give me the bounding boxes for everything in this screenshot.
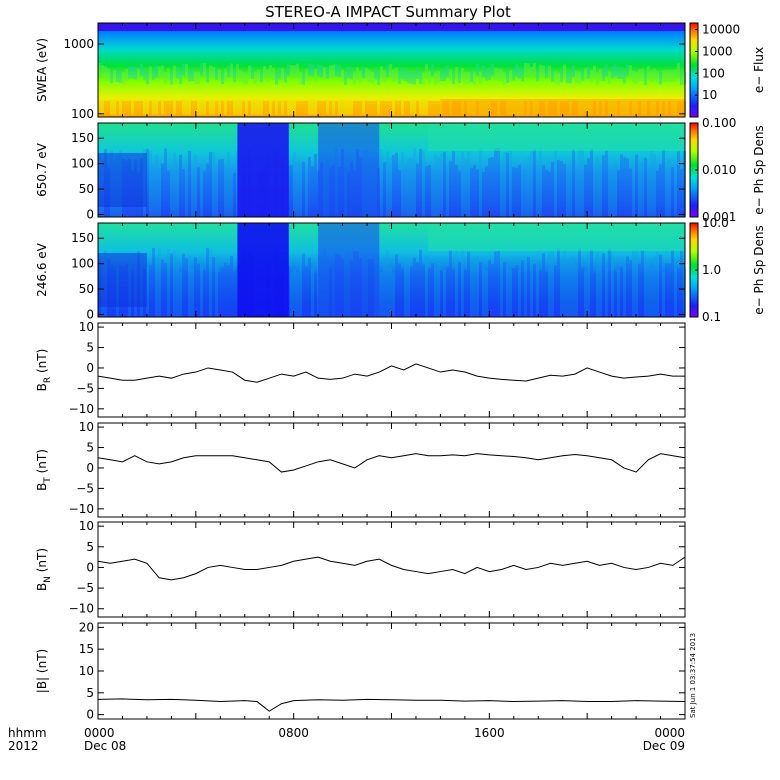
series-line-bmag bbox=[97, 698, 686, 712]
y-tick-label: 1000 bbox=[63, 37, 94, 51]
y-tick-label: 5 bbox=[86, 686, 94, 700]
colorbar-tick-label: 10.0 bbox=[702, 216, 729, 230]
y-tick-label: 5 bbox=[86, 441, 94, 455]
colorbar-tick-label: 0.001 bbox=[702, 210, 736, 224]
colorbar-tick-label: 1.0 bbox=[702, 263, 721, 277]
series-line-br bbox=[97, 363, 685, 383]
y-tick-label: 0 bbox=[86, 708, 94, 722]
low-density-band bbox=[237, 123, 289, 217]
series-line-bn bbox=[97, 556, 686, 581]
x-corner-label-1: hhmm bbox=[8, 726, 47, 740]
y-tick-label: 0 bbox=[86, 207, 94, 221]
y-tick-label: 5 bbox=[86, 341, 94, 355]
y-tick-label: 0 bbox=[86, 560, 94, 574]
y-axis-label: BN (nT) bbox=[35, 548, 53, 591]
y-tick-label: 10 bbox=[79, 519, 94, 533]
colorbar-swea bbox=[689, 22, 699, 118]
x-tick-label-time: 1600 bbox=[474, 726, 505, 740]
panel-br: −10 −5 0 5 10 BR (nT) bbox=[35, 320, 686, 418]
panel-pad650: 0.001 0.010 0.100 e− Ph Sp Dens 0 50 100 150 650… bbox=[35, 116, 766, 224]
y-tick-label: 10 bbox=[79, 320, 94, 334]
y-tick-label: 100 bbox=[71, 157, 94, 171]
colorbar-tick-label: 0.010 bbox=[702, 163, 736, 177]
y-tick-label: 100 bbox=[71, 257, 94, 271]
colorbar-label: e− Flux bbox=[752, 47, 766, 93]
y-tick-label: 150 bbox=[71, 131, 94, 145]
y-tick-label: −10 bbox=[69, 502, 94, 516]
y-axis-label: BT (nT) bbox=[35, 449, 53, 491]
colorbar-tick-label: 0.1 bbox=[702, 310, 721, 324]
colorbar-tick-label: 10 bbox=[702, 88, 717, 102]
colorbar-tick-label: 100 bbox=[702, 66, 725, 80]
x-corner-label-2: 2012 bbox=[8, 739, 39, 753]
colorbar-label: e− Ph Sp Dens bbox=[752, 125, 766, 214]
y-tick-label: −10 bbox=[69, 602, 94, 616]
x-tick-label-time: 0800 bbox=[278, 726, 309, 740]
x-tick-label-time: 0000 bbox=[84, 726, 115, 740]
y-tick-label: −10 bbox=[69, 402, 94, 416]
y-tick-label: 0 bbox=[86, 461, 94, 475]
panel-pad246: 0.1 1.0 10.0 e− Ph Sp Dens 0 50 100 150 246.6 eV bbox=[35, 216, 766, 324]
y-tick-label: 20 bbox=[79, 620, 94, 634]
y-tick-label: 0 bbox=[86, 361, 94, 375]
colorbar-tick-label: 1000 bbox=[702, 44, 733, 58]
colorbar-tick-label: 0.100 bbox=[702, 116, 736, 130]
y-tick-label: 5 bbox=[86, 540, 94, 554]
y-tick-label: −5 bbox=[76, 581, 94, 595]
y-tick-label: 50 bbox=[79, 182, 94, 196]
series-line-bt bbox=[97, 453, 686, 473]
y-tick-label: 100 bbox=[71, 107, 94, 121]
y-axis-label: 246.6 eV bbox=[35, 242, 49, 297]
y-axis-label: |B| (nT) bbox=[35, 649, 49, 693]
x-tick-label-date: Dec 08 bbox=[84, 739, 126, 753]
y-tick-label: 10 bbox=[79, 664, 94, 678]
y-tick-label: 150 bbox=[71, 231, 94, 245]
x-tick-label-time: 0000 bbox=[654, 726, 685, 740]
creation-timestamp: Sat Jun 1 03:37:54 2013 bbox=[689, 633, 697, 718]
plot-title: STEREO-A IMPACT Summary Plot bbox=[265, 3, 511, 21]
y-tick-label: 15 bbox=[79, 642, 94, 656]
colorbar-tick-label: 10000 bbox=[702, 23, 740, 37]
y-axis-label: 650.7 eV bbox=[35, 142, 49, 197]
spectrogram-texture bbox=[98, 223, 686, 317]
low-density-band bbox=[237, 223, 289, 317]
x-tick-label-date: Dec 09 bbox=[643, 739, 685, 753]
y-tick-label: 10 bbox=[79, 420, 94, 434]
y-tick-label: −5 bbox=[76, 481, 94, 495]
panel-bt: −10 −5 0 5 10 BT (nT) bbox=[35, 420, 686, 518]
y-axis-label: SWEA (eV) bbox=[35, 38, 49, 102]
colorbar-label: e− Ph Sp Dens bbox=[752, 225, 766, 314]
y-tick-label: 0 bbox=[86, 307, 94, 321]
y-tick-label: 50 bbox=[79, 282, 94, 296]
y-axis-label: BR (nT) bbox=[35, 349, 53, 392]
panel-bmag: 0 5 10 15 20 |B| (nT) bbox=[35, 620, 686, 722]
y-tick-label: −5 bbox=[76, 381, 94, 395]
panel-swea: 10 100 1000 10000 e− Flux 100 1000 SWEA (eV) bbox=[35, 22, 766, 121]
spectrogram-texture bbox=[98, 123, 686, 217]
panel-bn: −10 −5 0 5 10 BN (nT) bbox=[35, 519, 686, 618]
